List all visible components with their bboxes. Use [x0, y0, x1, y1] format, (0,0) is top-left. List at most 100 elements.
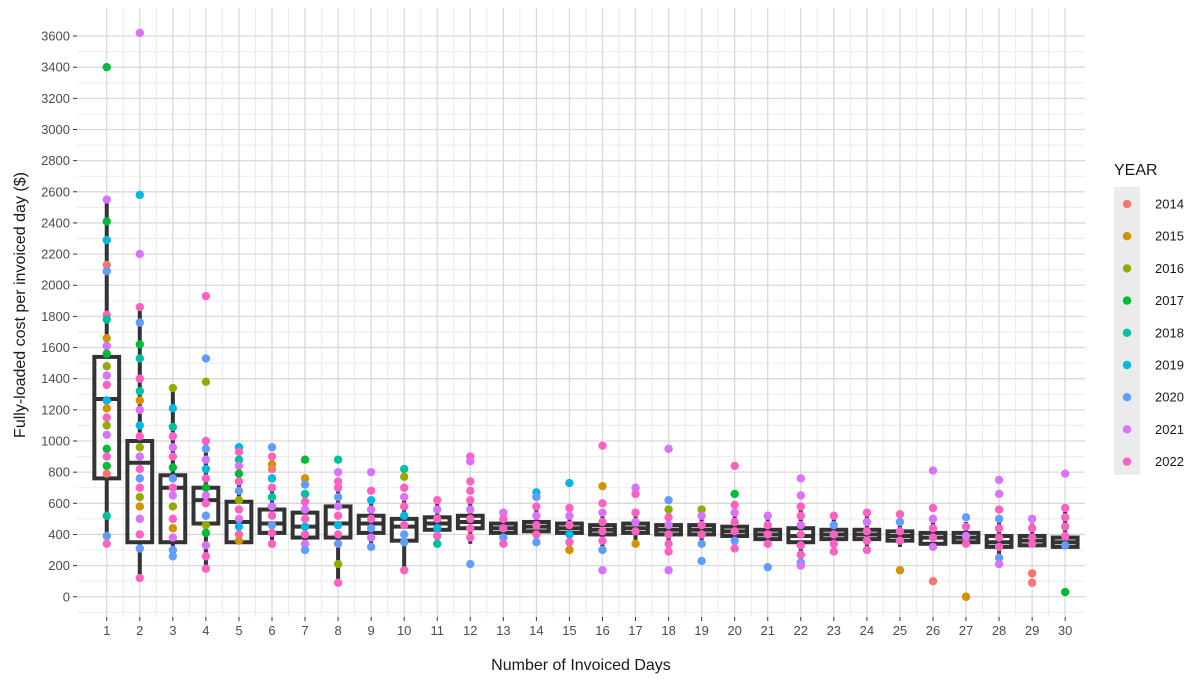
data-point [102, 452, 111, 461]
x-tick-label: 29 [1025, 623, 1039, 638]
data-point [234, 469, 244, 478]
data-point [796, 491, 805, 500]
data-point [664, 539, 673, 548]
data-point [598, 527, 607, 536]
data-point [730, 517, 739, 527]
data-point [102, 235, 111, 245]
data-point [730, 489, 739, 499]
data-point [333, 502, 343, 511]
data-point [168, 432, 178, 441]
data-point [862, 527, 872, 536]
data-point [300, 530, 310, 539]
data-point [102, 413, 111, 422]
legend-label-2017: 2017 [1155, 293, 1184, 308]
data-point [201, 354, 211, 363]
data-point [631, 489, 640, 499]
data-point [168, 443, 178, 452]
data-point [168, 552, 178, 561]
data-point [102, 195, 111, 204]
data-point [300, 497, 310, 506]
data-point [928, 466, 938, 475]
legend-label-2014: 2014 [1155, 197, 1184, 212]
data-point [994, 514, 1004, 524]
legend: YEAR 2014 2015 2016 2017 2018 2019 2020 2021 202… [1114, 162, 1184, 475]
x-tick-label: 30 [1058, 623, 1072, 638]
data-point [267, 502, 277, 511]
data-point [994, 533, 1004, 542]
data-point [796, 561, 805, 570]
data-point [366, 542, 376, 552]
data-point [532, 538, 541, 547]
y-tick-label: 3600 [41, 29, 70, 44]
legend-key-2020 [1122, 393, 1132, 402]
data-point [366, 467, 376, 477]
data-point [333, 520, 343, 530]
data-point [796, 550, 805, 559]
y-tick-label: 1600 [41, 340, 70, 355]
data-point [631, 517, 640, 527]
data-point [102, 430, 111, 439]
data-point [565, 511, 574, 520]
data-point [895, 527, 905, 536]
data-point [135, 354, 144, 363]
y-axis-ticks: 0 200 400 600 800 1000 1200 1400 1600 1800 2000 220… [41, 29, 77, 604]
data-point [102, 444, 111, 453]
x-axis-ticks: 1 2 3 4 5 6 7 8 9 10 11 12 13 14 15 16 17 18 19 20 21 22 23 24 2… [103, 617, 1072, 638]
data-point [201, 564, 211, 573]
x-tick-label: 17 [628, 623, 642, 638]
data-point [333, 483, 343, 492]
data-point [399, 530, 409, 539]
data-point [862, 545, 872, 555]
data-point [168, 422, 178, 432]
data-point [234, 455, 244, 464]
data-point [466, 477, 475, 486]
data-point [598, 481, 607, 491]
data-point [234, 477, 244, 486]
legend-title: YEAR [1114, 162, 1158, 179]
data-point [168, 491, 178, 500]
data-point [499, 508, 508, 517]
data-point [565, 545, 574, 555]
data-point [234, 486, 244, 496]
data-point [664, 444, 673, 453]
data-point [102, 349, 111, 358]
data-point [102, 362, 111, 371]
data-point [565, 478, 574, 488]
data-point [300, 522, 310, 531]
x-tick-label: 9 [368, 623, 375, 638]
data-point [267, 528, 277, 538]
data-point [829, 530, 839, 539]
data-point [333, 511, 343, 520]
data-point [399, 566, 409, 575]
data-point [631, 527, 640, 536]
data-point [399, 483, 409, 492]
data-point [1027, 569, 1037, 578]
data-point [1060, 513, 1070, 522]
data-point [234, 530, 244, 539]
data-point [466, 559, 475, 569]
legend-key-2018 [1122, 328, 1132, 337]
data-point [928, 533, 938, 542]
data-point [102, 539, 111, 548]
data-point [1060, 531, 1070, 541]
data-point [135, 573, 144, 583]
data-point [697, 539, 706, 548]
data-point [499, 514, 508, 524]
data-point [631, 483, 640, 492]
data-point [201, 541, 211, 550]
data-point [102, 315, 111, 324]
data-point [961, 522, 971, 531]
y-tick-label: 1800 [41, 309, 70, 324]
data-point [135, 432, 144, 441]
data-point [1060, 469, 1070, 478]
x-tick-label: 2 [136, 623, 143, 638]
data-point [631, 508, 640, 517]
x-tick-label: 23 [827, 623, 841, 638]
data-point [333, 530, 343, 539]
data-point [598, 441, 607, 450]
data-point [300, 474, 310, 483]
data-point [267, 474, 277, 483]
data-point [135, 421, 144, 430]
data-point [201, 377, 211, 387]
data-point [366, 486, 376, 496]
